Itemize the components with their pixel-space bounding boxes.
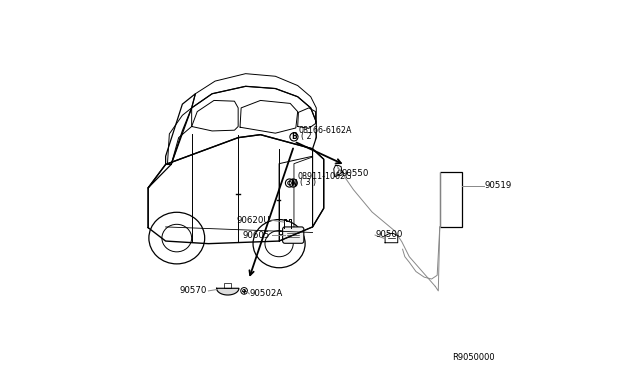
Text: 08911-1062G: 08911-1062G: [298, 172, 352, 181]
Polygon shape: [216, 288, 239, 295]
Bar: [440, 172, 462, 227]
FancyBboxPatch shape: [283, 227, 304, 243]
Text: 90519: 90519: [484, 182, 511, 190]
Bar: [279, 231, 294, 234]
Text: ( 2 ): ( 2 ): [301, 132, 317, 141]
Text: ( 3 ): ( 3 ): [300, 178, 316, 187]
Text: 90605: 90605: [243, 231, 270, 240]
Bar: [224, 283, 231, 288]
Text: 08166-6162A: 08166-6162A: [298, 126, 351, 135]
Text: 90570: 90570: [180, 286, 207, 295]
Text: B: B: [291, 132, 297, 141]
Text: 90550: 90550: [342, 169, 369, 178]
Text: 90502A: 90502A: [250, 289, 283, 298]
Text: R9050000: R9050000: [452, 353, 495, 362]
Text: 90620U: 90620U: [236, 216, 270, 225]
Text: N: N: [290, 179, 296, 187]
Text: 90500: 90500: [375, 230, 403, 239]
